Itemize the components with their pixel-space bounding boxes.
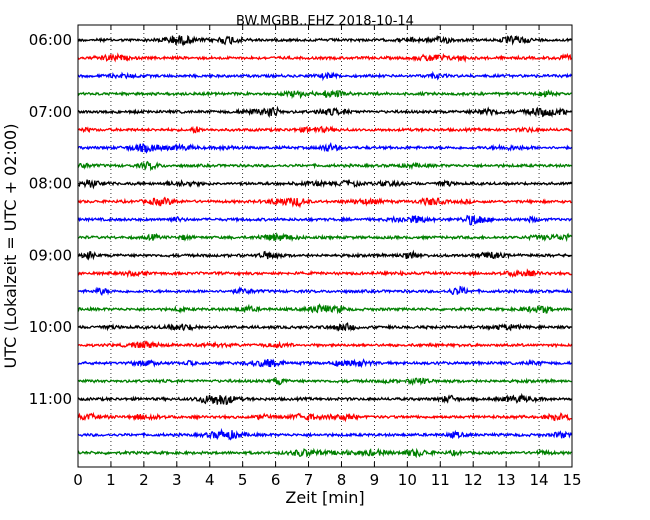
x-tick-label: 14 [530, 471, 549, 489]
x-tick-label: 4 [205, 471, 215, 489]
x-tick-label: 0 [73, 471, 83, 489]
y-tick-label: 06:00 [29, 31, 72, 49]
seismic-trace [77, 34, 572, 47]
seismic-trace [77, 392, 572, 406]
chart-title: BW.MGBB..EHZ 2018-10-14 [236, 14, 414, 29]
vertical-grid [110, 25, 540, 467]
x-axis-label: Zeit [min] [285, 488, 364, 507]
seismic-trace [77, 70, 573, 82]
seismic-trace [77, 447, 572, 459]
y-tick-label: 08:00 [29, 175, 72, 193]
seismic-trace [77, 358, 573, 369]
y-axis-label: UTC (Lokalzeit = UTC + 02:00) [1, 124, 20, 369]
seismic-trace [77, 339, 573, 350]
x-tick-label: 8 [337, 471, 347, 489]
y-tick-label: 11:00 [29, 390, 72, 408]
traces [77, 34, 573, 459]
seismic-trace [77, 285, 572, 296]
x-tick-label: 13 [497, 471, 516, 489]
seismic-trace [77, 214, 572, 226]
seismic-trace [77, 105, 573, 118]
seismic-trace [77, 160, 573, 172]
x-tick-label: 9 [370, 471, 380, 489]
seismic-trace [77, 196, 572, 209]
seismic-trace [77, 125, 572, 135]
x-tick-label: 6 [271, 471, 281, 489]
x-tick-label: 1 [106, 471, 116, 489]
x-tick-label: 12 [464, 471, 483, 489]
x-axis-ticks: 0 1 2 3 4 5 6 7 8 9 10 11 12 13 14 15 [73, 25, 582, 489]
x-tick-label: 5 [238, 471, 248, 489]
y-tick-label: 07:00 [29, 103, 72, 121]
seismic-trace [77, 178, 572, 190]
plot-frame [77, 24, 573, 468]
y-axis-ticks: 06:00 07:00 08:00 09:00 10:00 11:00 [29, 31, 572, 408]
x-tick-label: 2 [139, 471, 149, 489]
seismic-trace [77, 141, 573, 154]
seismic-trace [77, 303, 573, 315]
y-tick-label: 10:00 [29, 318, 72, 336]
x-tick-label: 11 [431, 471, 450, 489]
x-tick-label: 15 [562, 471, 581, 489]
seismic-trace [77, 376, 572, 387]
seismic-trace [77, 89, 572, 100]
x-tick-label: 7 [304, 471, 314, 489]
y-tick-label: 09:00 [29, 246, 72, 264]
seismic-trace [77, 231, 573, 243]
seismic-trace [77, 268, 572, 279]
seismic-trace [77, 411, 572, 423]
seismic-trace [77, 52, 572, 63]
seismic-trace [77, 427, 573, 441]
x-tick-label: 3 [172, 471, 182, 489]
seismic-trace [77, 249, 572, 261]
seismic-trace [77, 322, 572, 332]
x-tick-label: 10 [398, 471, 417, 489]
